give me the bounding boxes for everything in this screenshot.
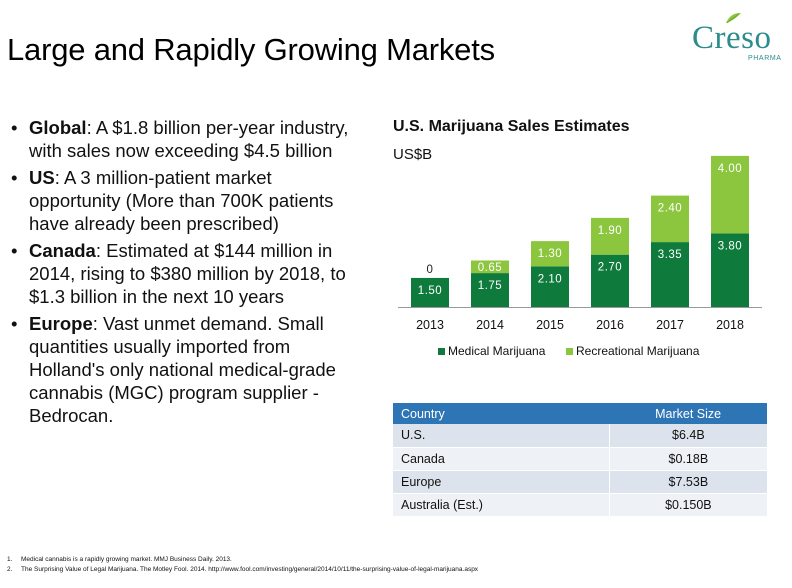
country-cell: Australia (Est.) xyxy=(393,493,610,517)
bar-medical xyxy=(711,233,749,307)
chart-unit: US$B xyxy=(393,146,433,163)
sales-chart: 1.50 0 2013 1.75 0.65 2014 2.10 1.30 2015 2.70 1.9… xyxy=(398,155,762,358)
bar-recreational xyxy=(531,241,569,267)
bar-medical xyxy=(531,266,569,307)
leaf-icon xyxy=(726,13,741,24)
table-row: U.S. $6.4B xyxy=(393,424,767,448)
x-tick-label: 2014 xyxy=(476,318,504,332)
logo-subtitle: PHARMA xyxy=(748,55,782,62)
data-label: 1.30 xyxy=(538,248,562,260)
column-header-country: Country xyxy=(393,403,610,424)
footnote: 2. The Surprising Value of Legal Marijuan… xyxy=(7,565,478,575)
x-tick-label: 2017 xyxy=(656,318,684,332)
bullet-us: US: A 3 million-patient market opportuni… xyxy=(7,166,367,235)
bullet-text: : A $1.8 billion per-year industry, with… xyxy=(29,117,349,161)
data-label: 1.50 xyxy=(418,285,442,297)
legend-swatch xyxy=(438,348,445,355)
data-label: 2.70 xyxy=(598,262,622,274)
data-label: 4.00 xyxy=(718,163,742,175)
chart-title: U.S. Marijuana Sales Estimates xyxy=(393,118,630,135)
table-row: Canada $0.18B xyxy=(393,447,767,471)
bar-recreational xyxy=(591,217,629,255)
footnote-text: The Surprising Value of Legal Marijuana.… xyxy=(21,566,479,573)
data-label: 1.75 xyxy=(478,280,502,292)
x-tick-label: 2018 xyxy=(716,318,744,332)
bullet-europe: Europe: Vast unmet demand. Small quantit… xyxy=(7,312,367,427)
bullet-text: : A 3 million-patient market opportunity… xyxy=(29,167,334,234)
data-label: 2.10 xyxy=(538,273,562,285)
bar-medical xyxy=(411,277,449,307)
footnote-text: Medical cannabis is a rapidly growing ma… xyxy=(21,556,232,563)
footnotes: 1. Medical cannabis is a rapidly growing … xyxy=(7,555,478,575)
data-label: 0.65 xyxy=(478,262,502,274)
slide-title: Large and Rapidly Growing Markets xyxy=(7,32,495,67)
legend-label: Medical Marijuana xyxy=(448,344,546,358)
bullet-global: Global: A $1.8 billion per-year industry… xyxy=(7,116,367,162)
data-label: 0 xyxy=(427,264,434,276)
bullet-list: Global: A $1.8 billion per-year industry… xyxy=(7,116,367,431)
market-size-cell: $6.4B xyxy=(608,424,767,448)
footnote: 1. Medical cannabis is a rapidly growing … xyxy=(7,555,478,565)
bar-medical xyxy=(591,254,629,307)
x-tick-label: 2015 xyxy=(536,318,564,332)
bar-recreational xyxy=(711,155,749,234)
legend-label: Recreational Marijuana xyxy=(576,344,700,358)
country-cell: Canada xyxy=(393,447,610,471)
bar-medical xyxy=(651,242,689,307)
x-tick-label: 2016 xyxy=(596,318,624,332)
market-size-cell: $0.150B xyxy=(608,493,767,517)
footnote-number: 1. xyxy=(7,556,13,563)
bullet-heading: Global xyxy=(29,117,87,138)
footnote-number: 2. xyxy=(7,566,13,573)
bar-recreational xyxy=(471,260,509,274)
column-header-market-size: Market Size xyxy=(609,403,767,424)
data-label: 3.80 xyxy=(718,240,742,252)
market-size-cell: $7.53B xyxy=(608,470,767,494)
bullet-heading: Canada xyxy=(29,240,96,261)
table-row: Europe $7.53B xyxy=(393,470,767,494)
market-size-table: Country Market Size U.S. $6.4B Canada $0… xyxy=(393,403,767,517)
bar-medical xyxy=(471,273,509,307)
data-label: 2.40 xyxy=(658,203,682,215)
creso-logo: Creso PHARMA xyxy=(688,12,788,64)
bullet-text: : Estimated at $144 million in 2014, ris… xyxy=(29,240,346,307)
x-tick-label: 2013 xyxy=(416,318,444,332)
bar-recreational xyxy=(651,195,689,243)
bullet-canada: Canada: Estimated at $144 million in 201… xyxy=(7,239,367,308)
country-cell: U.S. xyxy=(393,424,610,448)
bullet-text: : Vast unmet demand. Small quantities us… xyxy=(29,313,336,426)
bullet-heading: US xyxy=(29,167,55,188)
legend-swatch xyxy=(566,348,573,355)
market-size-cell: $0.18B xyxy=(608,447,767,471)
country-cell: Europe xyxy=(393,470,610,494)
data-label: 1.90 xyxy=(598,225,622,237)
logo-wordmark: Creso xyxy=(692,20,772,56)
table-header-row: Country Market Size xyxy=(393,403,767,424)
bullet-heading: Europe xyxy=(29,313,93,334)
data-label: 3.35 xyxy=(658,249,682,261)
table-row: Australia (Est.) $0.150B xyxy=(393,493,767,517)
